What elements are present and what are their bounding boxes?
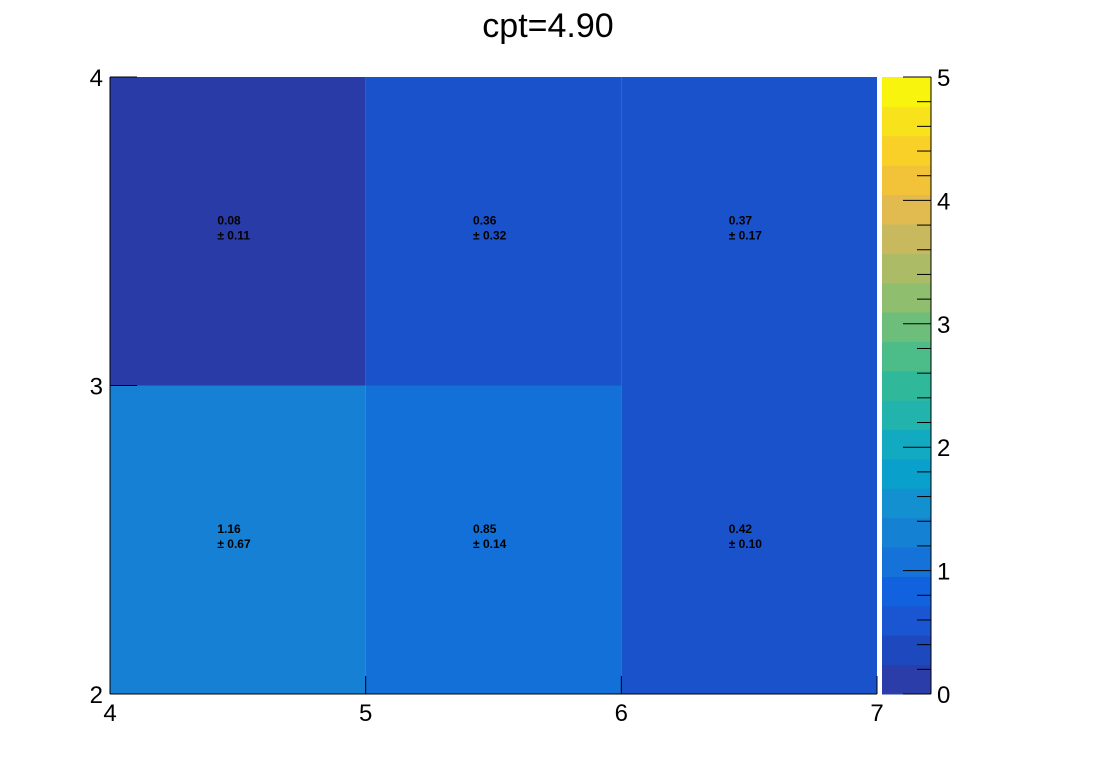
palette-swatch <box>882 458 931 489</box>
palette-swatch <box>882 77 931 107</box>
palette-tick-label: 4 <box>937 188 950 215</box>
palette-swatch <box>882 312 931 342</box>
palette-swatch <box>882 253 931 284</box>
y-tick-label: 3 <box>90 374 103 401</box>
cell-value-label: 0.42 <box>729 522 753 536</box>
cell-error-label: ± 0.32 <box>473 228 507 242</box>
palette-swatch <box>882 106 931 137</box>
heatmap-cell <box>365 77 622 386</box>
y-tick-label: 4 <box>90 65 103 92</box>
y-tick-label: 2 <box>90 682 103 709</box>
palette-swatch <box>882 576 931 607</box>
x-tick-label: 6 <box>615 700 628 727</box>
palette-tick-label: 0 <box>937 682 950 709</box>
palette-swatch <box>882 605 931 636</box>
palette-swatch <box>882 635 931 666</box>
palette-swatch <box>882 400 931 431</box>
cell-error-label: ± 0.14 <box>473 537 507 551</box>
palette-swatch <box>882 547 931 577</box>
x-tick-label: 5 <box>359 700 372 727</box>
x-tick-label: 4 <box>103 700 116 727</box>
palette-swatch <box>882 282 931 313</box>
cell-error-label: ± 0.17 <box>729 228 763 242</box>
cell-labels: 0.08± 0.11 0.36± 0.32 0.37± 0.17 1.16± 0.67… <box>217 213 762 551</box>
palette-swatch <box>882 517 931 548</box>
palette-swatch <box>882 429 931 460</box>
cell-error-label: ± 0.11 <box>217 228 250 242</box>
cell-value-label: 0.37 <box>729 213 753 227</box>
palette-tick-label: 3 <box>937 312 950 339</box>
cell-error-label: ± 0.10 <box>729 537 763 551</box>
color-palette-bar: 0 1 2 3 4 5 <box>882 65 950 709</box>
heatmap-cell <box>365 385 622 694</box>
palette-tick-label: 5 <box>937 65 950 92</box>
chart-title: cpt=4.90 <box>482 7 613 45</box>
palette-swatch <box>882 341 931 372</box>
palette-swatch <box>882 223 931 254</box>
cell-value-label: 1.16 <box>217 522 241 536</box>
x-tick-label: 7 <box>870 700 883 727</box>
cell-value-label: 0.08 <box>217 213 241 227</box>
palette-swatch <box>882 165 931 196</box>
cell-error-label: ± 0.67 <box>217 537 251 551</box>
palette-swatch <box>882 488 931 519</box>
axes: 4 5 6 7 2 3 4 <box>90 65 884 727</box>
cell-value-label: 0.85 <box>473 522 497 536</box>
heatmap-cell <box>621 385 877 694</box>
palette-tick-label: 1 <box>937 559 950 586</box>
heatmap-cell <box>621 77 877 386</box>
heatmap-cell <box>110 77 366 386</box>
heatmap-cell <box>110 385 366 694</box>
heatmap-cells <box>110 77 877 694</box>
cell-value-label: 0.36 <box>473 213 497 227</box>
palette-tick-label: 2 <box>937 435 950 462</box>
palette-swatch <box>882 194 931 225</box>
palette-swatch <box>882 370 931 401</box>
